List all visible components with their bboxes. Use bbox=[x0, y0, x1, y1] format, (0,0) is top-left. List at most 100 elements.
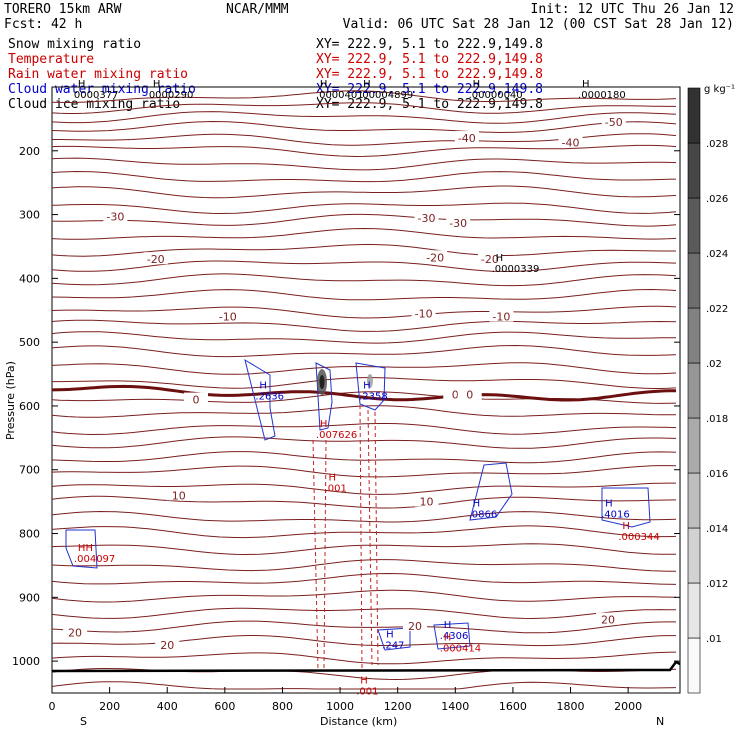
colorbar-unit: g kg⁻¹ bbox=[704, 84, 735, 95]
isotherm-line bbox=[51, 202, 677, 215]
x-tick-label: 0 bbox=[49, 700, 56, 713]
isotherm-line bbox=[51, 331, 676, 344]
cloud-water-contour bbox=[601, 487, 651, 528]
isotherm-line bbox=[52, 377, 677, 389]
colorbar-tick-label: .016 bbox=[706, 469, 728, 480]
isotherm-line bbox=[51, 620, 676, 634]
isotherm-label-bg bbox=[423, 250, 448, 263]
extremum-mark: H bbox=[444, 620, 452, 631]
colorbar-swatch bbox=[687, 252, 701, 309]
y-tick-label: 900 bbox=[19, 591, 40, 604]
isotherm-line bbox=[51, 319, 677, 332]
extremum-mark: H bbox=[444, 633, 452, 644]
isotherm-label: -50 bbox=[605, 116, 623, 129]
source-title: NCAR/MMM bbox=[226, 2, 289, 17]
colorbar-swatch bbox=[687, 527, 701, 584]
extremum-value: .00004899 bbox=[359, 90, 413, 101]
extremum-value: 0000377 bbox=[74, 90, 119, 101]
y-tick-label: 600 bbox=[19, 400, 40, 413]
extremum-mark: H bbox=[473, 499, 481, 510]
isotherm-label: -40 bbox=[458, 132, 476, 145]
isotherm-line bbox=[51, 451, 677, 464]
snow-core-shade bbox=[319, 375, 325, 389]
extremum-value: .0866 bbox=[469, 510, 498, 521]
colorbar-tick-label: .024 bbox=[706, 249, 728, 260]
isotherm-label: 20 bbox=[601, 614, 615, 627]
isotherm-line bbox=[51, 607, 677, 620]
y-tick-label: 400 bbox=[19, 272, 40, 285]
extremum-value: .001 bbox=[356, 686, 378, 697]
extremum-mark: H bbox=[496, 253, 504, 264]
isotherm-label-bg bbox=[595, 612, 620, 625]
isotherm-line bbox=[51, 423, 677, 436]
isotherm-line bbox=[51, 634, 676, 647]
isotherm-line bbox=[51, 288, 677, 301]
field-label: Cloud water mixing ratio bbox=[8, 82, 196, 97]
colorbar-tick-label: .014 bbox=[706, 524, 728, 535]
isotherm-label-bg bbox=[477, 252, 502, 265]
isotherm-line bbox=[51, 244, 676, 257]
y-tick-label: 700 bbox=[19, 464, 40, 477]
isotherm-label-bg bbox=[63, 625, 88, 638]
isotherm-label: -30 bbox=[449, 217, 467, 230]
extremum-mark: H bbox=[363, 79, 371, 90]
isotherm-line bbox=[51, 543, 677, 556]
isotherm-line bbox=[51, 120, 677, 134]
isotherm-line bbox=[51, 170, 677, 183]
model-title: TORERO 15km ARW bbox=[4, 2, 122, 17]
isotherm-label: 20 bbox=[68, 626, 82, 639]
isotherm-label-bg bbox=[184, 392, 209, 405]
cloud-water-contour bbox=[377, 627, 411, 651]
extrema-markers: H0000377H0000290H.0000401H.00004899H.000… bbox=[74, 79, 660, 697]
y-tick-label: 200 bbox=[19, 145, 40, 158]
isotherm-label: 0 bbox=[193, 394, 200, 407]
isotherm-line bbox=[51, 572, 677, 585]
isotherm-label-bg bbox=[155, 638, 180, 651]
x-tick-label: 600 bbox=[214, 700, 235, 713]
isotherm-label: -20 bbox=[481, 253, 499, 266]
extremum-value: .001 bbox=[325, 483, 347, 494]
extremum-value: .00000040 bbox=[469, 90, 523, 101]
extremum-value: .0000339 bbox=[492, 264, 540, 275]
extremum-mark: HH bbox=[78, 543, 93, 554]
extremum-mark: H bbox=[78, 79, 86, 90]
extremum-value: .0000401 bbox=[316, 90, 364, 101]
isotherm-label: -30 bbox=[418, 212, 436, 225]
extremum-value: .4016 bbox=[601, 510, 630, 521]
x-tick-label: 1600 bbox=[499, 700, 527, 713]
x-end-label-n: N bbox=[656, 715, 664, 728]
extremum-value: .247 bbox=[382, 640, 404, 651]
isotherm-line bbox=[51, 144, 677, 158]
isotherm-label: 10 bbox=[172, 489, 186, 502]
isotherm-line bbox=[51, 681, 677, 690]
x-tick-label: 800 bbox=[272, 700, 293, 713]
isotherm-label-bg bbox=[558, 135, 583, 148]
extremum-value: .007626 bbox=[316, 430, 357, 441]
field-list: Snow mixing ratio XY= 222.9, 5.1 to 222.9… bbox=[8, 37, 543, 112]
isotherm-line bbox=[51, 185, 677, 199]
extremum-mark: H bbox=[259, 381, 267, 392]
isotherm-line bbox=[51, 651, 677, 665]
y-tick-label: 300 bbox=[19, 209, 40, 222]
isotherm-label-bg bbox=[601, 115, 626, 128]
plot-frame bbox=[51, 86, 681, 694]
isotherm-line bbox=[51, 495, 677, 509]
isotherm-label: 0 bbox=[466, 388, 473, 401]
isotherm-line bbox=[51, 213, 677, 227]
rain-water-contour bbox=[323, 439, 327, 671]
temperature-contours bbox=[51, 90, 681, 690]
forecast-hour: Fcst: 42 h bbox=[4, 17, 82, 32]
isotherm-line bbox=[51, 405, 676, 418]
freezing-level-line bbox=[51, 384, 677, 402]
isotherm-line bbox=[51, 273, 677, 287]
colorbar-swatch bbox=[687, 582, 701, 639]
extremum-mark: H bbox=[360, 675, 368, 686]
cloud-water-contour bbox=[65, 529, 98, 569]
extremum-mark: H bbox=[622, 521, 630, 532]
x-end-label-s: S bbox=[80, 715, 87, 728]
isotherm-line bbox=[51, 559, 676, 572]
colorbar-swatch bbox=[687, 307, 701, 364]
isotherm-label-bg bbox=[166, 488, 191, 501]
colorbar: .01 .012 .014 .016 .018 .02 .022 .024 .026 .028 bbox=[687, 87, 728, 694]
isotherm-line bbox=[51, 157, 677, 171]
